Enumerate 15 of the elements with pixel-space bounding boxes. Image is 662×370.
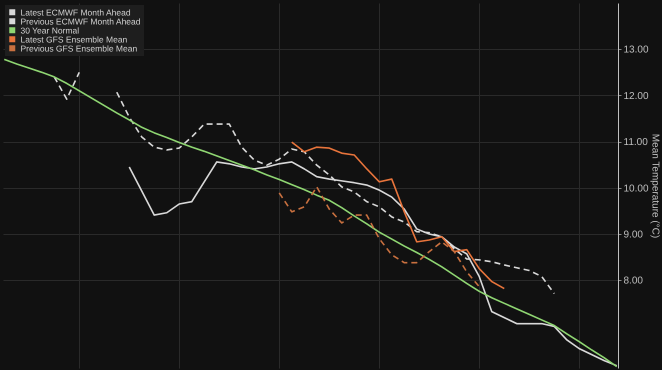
- legend-label: Previous GFS Ensemble Mean: [20, 43, 138, 54]
- legend-label: Latest ECMWF Month Ahead: [20, 7, 131, 18]
- line-series: [3, 58, 618, 368]
- legend-label: Latest GFS Ensemble Mean: [20, 34, 128, 44]
- legend-label: Previous ECMWF Month Ahead: [20, 16, 141, 26]
- y-axis-title: Mean Temperature (°C): [650, 134, 661, 238]
- legend-label: 30 Year Normal: [20, 25, 80, 36]
- line-series: [290, 141, 506, 290]
- y-tick-label: 11.00: [624, 137, 648, 148]
- line-series: [278, 186, 480, 288]
- y-tick-label: 8.00: [624, 276, 644, 287]
- y-tick-label: 13.00: [624, 44, 649, 56]
- y-tick-label: 10.00: [624, 183, 649, 194]
- y-tick-label: 12.00: [624, 90, 649, 102]
- y-tick-label: 9.00: [624, 230, 644, 241]
